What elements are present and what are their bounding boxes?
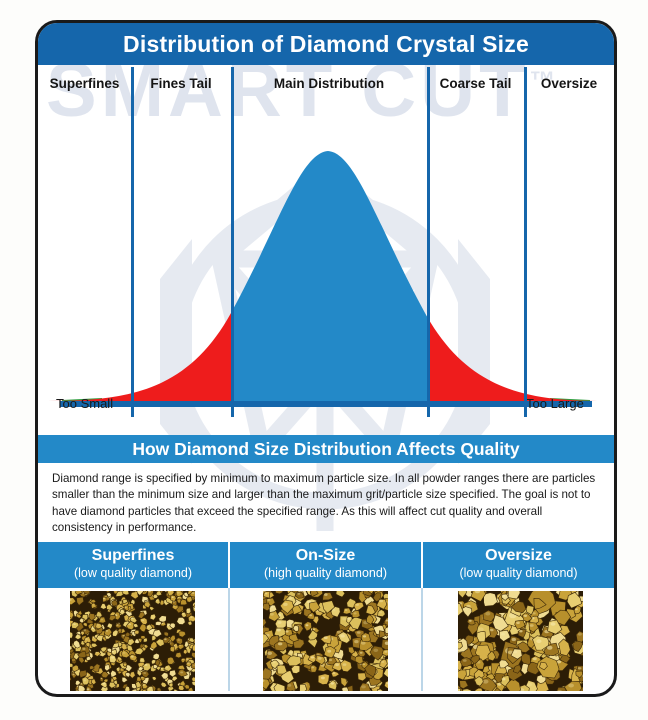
column-header-superfines: Superfines (low quality diamond)	[38, 542, 228, 588]
divider-line-4	[524, 67, 527, 417]
chart-baseline-axis	[60, 401, 592, 407]
photo-on-size-particles	[263, 591, 388, 691]
section-header-bar: How Diamond Size Distribution Affects Qu…	[38, 435, 614, 463]
column-header-oversize: Oversize (low quality diamond)	[423, 542, 614, 588]
section-body: Diamond range is specified by minimum to…	[38, 463, 614, 539]
column-title-oversize: Oversize	[485, 547, 552, 565]
column-separator-2	[421, 542, 423, 588]
infographic-frame: SMART CUT™ Distribution of Diamond Cryst…	[35, 20, 617, 697]
category-label-fines-tail: Fines Tail	[150, 75, 212, 91]
category-label-superfines: Superfines	[49, 75, 120, 91]
section-body-text: Diamond range is specified by minimum to…	[52, 472, 596, 535]
category-label-main-distribution: Main Distribution	[273, 75, 385, 91]
divider-line-1	[131, 67, 134, 417]
category-label-oversize: Oversize	[540, 75, 598, 91]
photo-divider-1	[228, 588, 230, 691]
column-title-on-size: On-Size	[295, 547, 356, 565]
distribution-curve-svg	[48, 151, 604, 407]
column-subtitle-on-size: (high quality diamond)	[264, 566, 387, 581]
divider-line-3	[427, 67, 430, 417]
distribution-chart: Too Small Too Large	[38, 101, 614, 431]
photo-divider-2	[421, 588, 423, 691]
axis-label-too-small: Too Small	[56, 396, 114, 411]
column-subtitle-oversize: (low quality diamond)	[459, 566, 578, 581]
column-title-superfines: Superfines	[91, 547, 175, 565]
divider-line-2	[231, 67, 234, 417]
column-separator-1	[228, 542, 230, 588]
page-title: Distribution of Diamond Crystal Size	[123, 30, 529, 57]
quality-comparison-row: Superfines (low quality diamond) On-Size…	[38, 542, 614, 691]
page-title-bar: Distribution of Diamond Crystal Size	[38, 23, 614, 65]
column-subtitle-superfines: (low quality diamond)	[73, 566, 193, 581]
category-label-coarse-tail: Coarse Tail	[439, 75, 512, 91]
column-header-on-size: On-Size (high quality diamond)	[230, 542, 421, 588]
photo-oversize-particles	[458, 591, 583, 691]
section-header-title: How Diamond Size Distribution Affects Qu…	[132, 438, 520, 459]
category-header-row: Superfines Fines Tail Main Distribution …	[38, 65, 614, 101]
axis-label-too-large: Too Large	[526, 396, 584, 411]
photo-superfines-particles	[70, 591, 195, 691]
